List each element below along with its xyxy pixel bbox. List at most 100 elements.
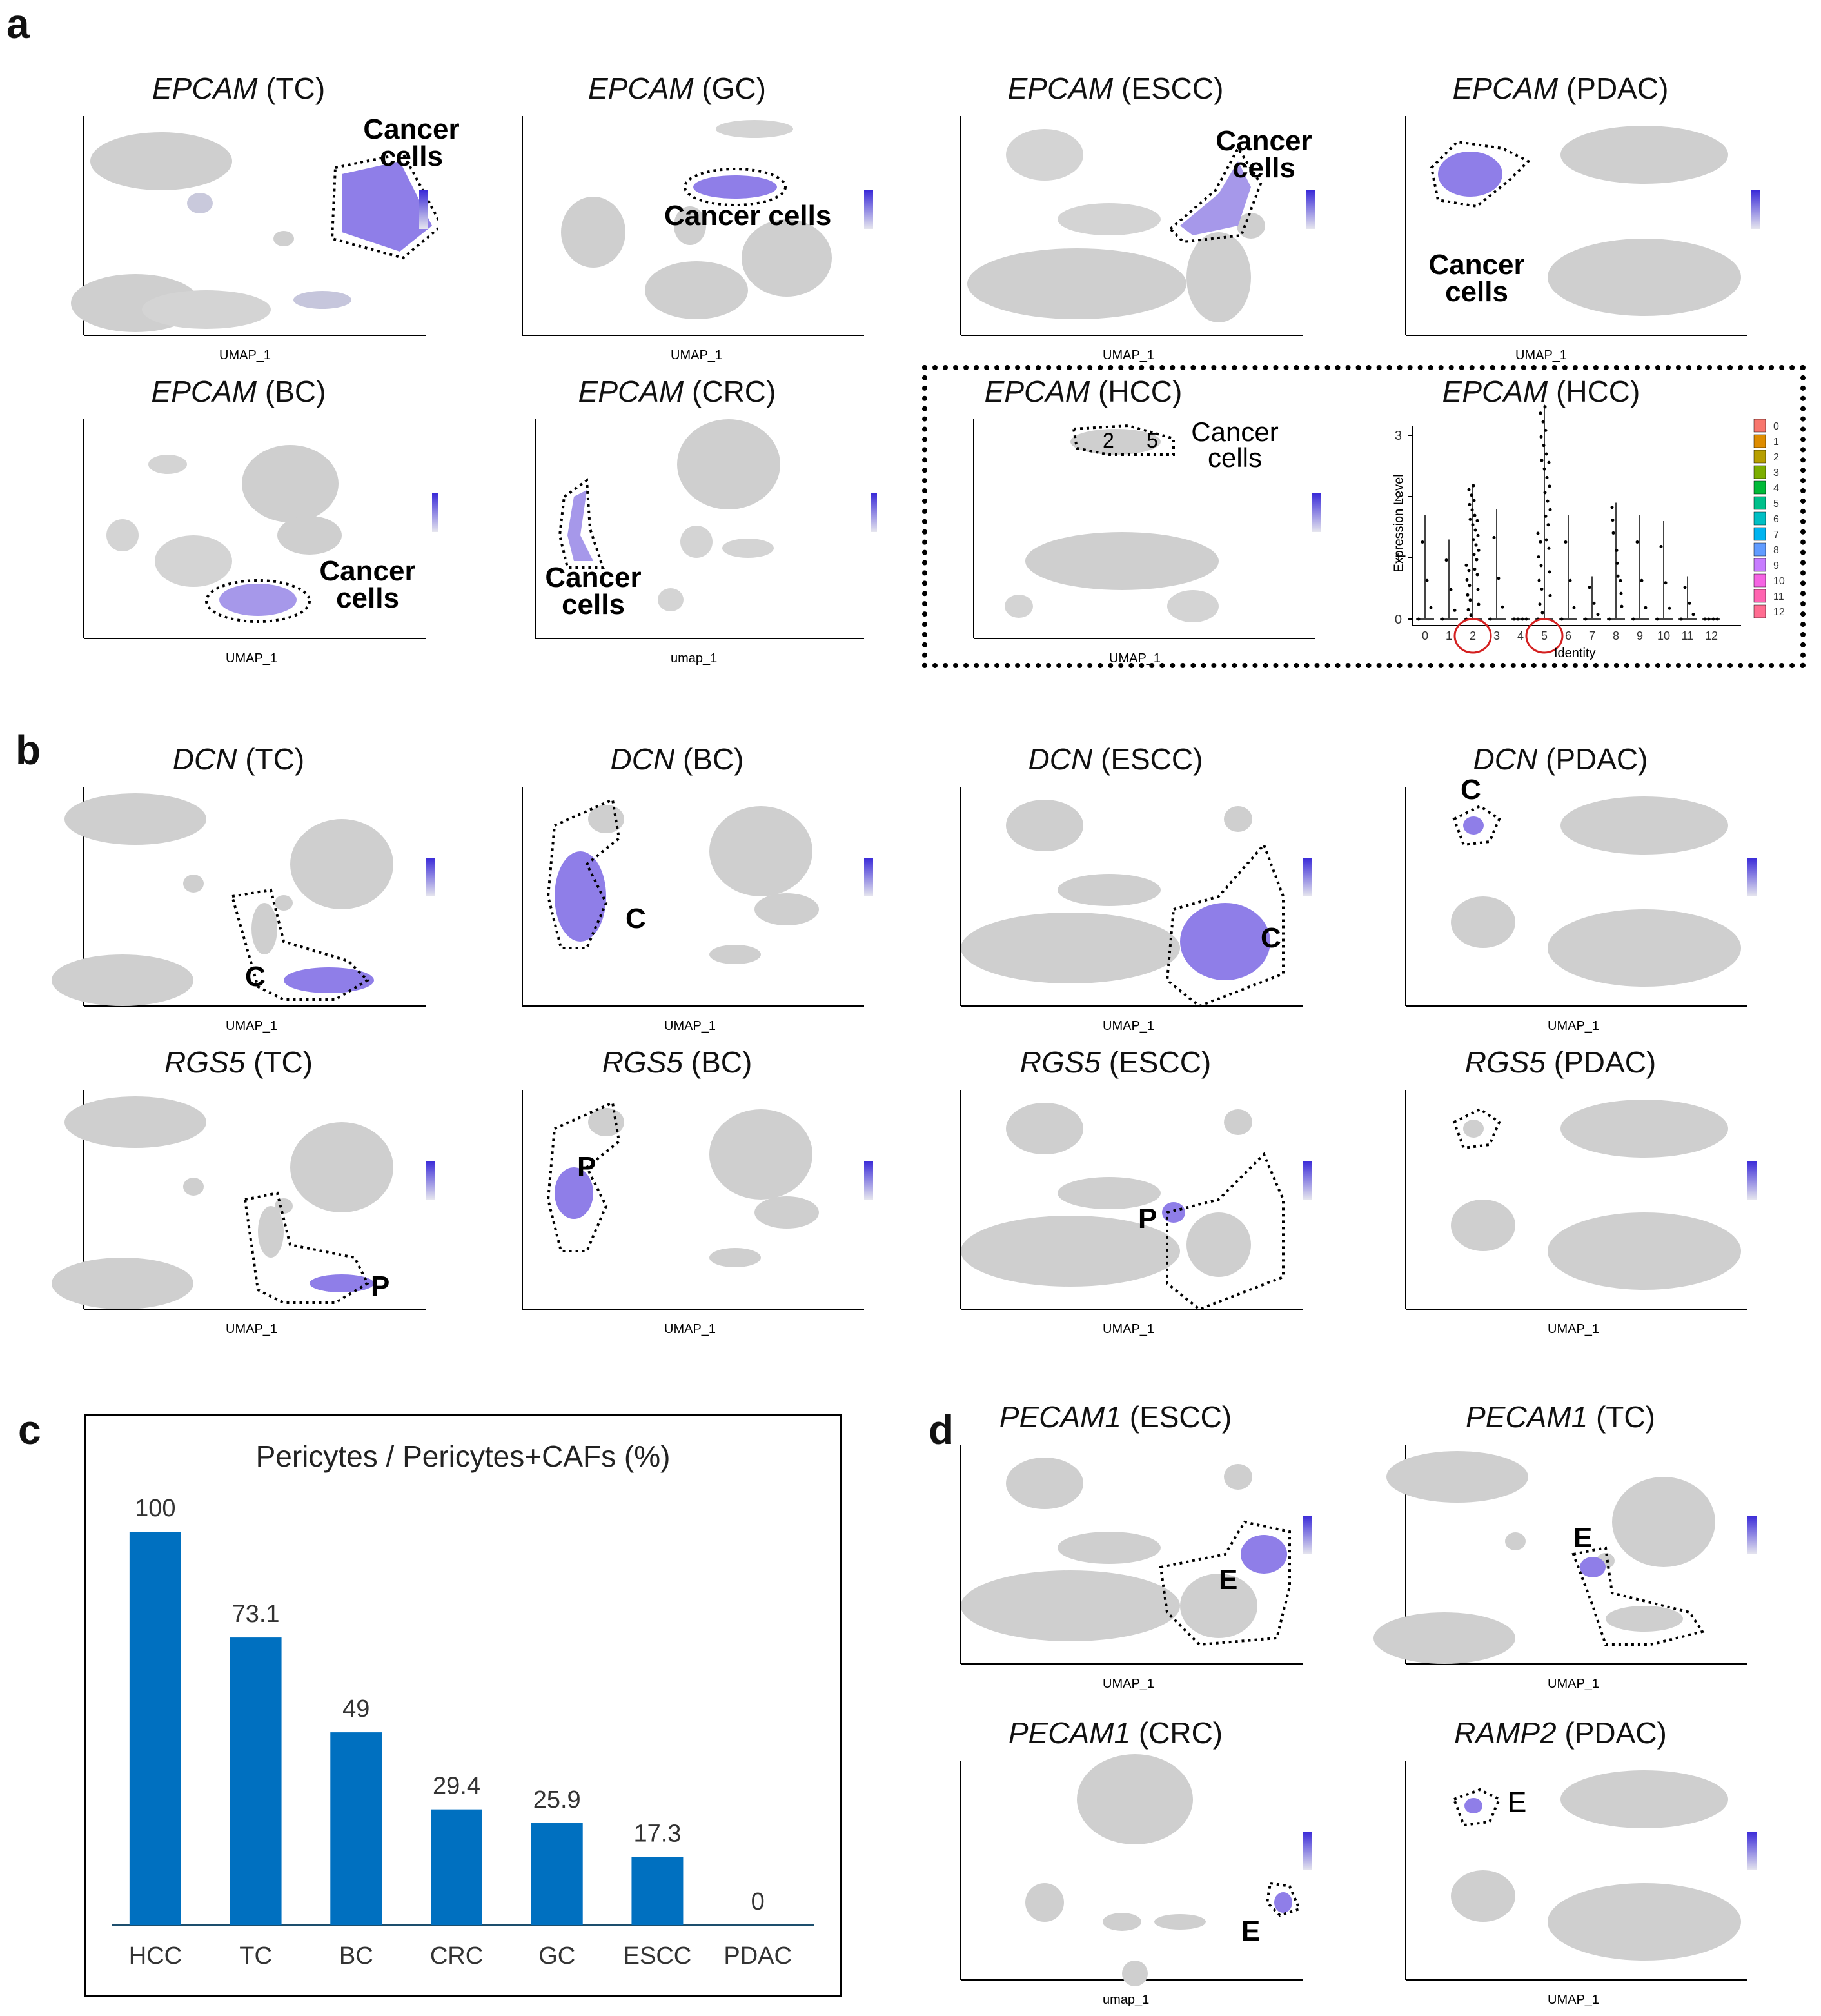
bar-gc (531, 1823, 583, 1925)
cluster-blob (187, 193, 213, 213)
expressing-cluster (1464, 1798, 1482, 1813)
cluster-blob (1451, 1870, 1515, 1922)
cluster-blob (1006, 800, 1083, 851)
legend-swatch (1753, 558, 1766, 572)
category-label: BC (339, 1942, 373, 1970)
violin-point (1464, 563, 1468, 567)
violin-point (1467, 569, 1471, 573)
cluster-blob (709, 945, 761, 964)
cancer-cluster (342, 161, 432, 252)
violin-point (1467, 488, 1471, 491)
color-scale (1303, 1161, 1312, 1200)
violin-point (1476, 533, 1480, 537)
legend-label: 5 (1773, 499, 1779, 509)
cancer-outline (330, 152, 438, 260)
x-axis-label: UMAP_1 (1515, 348, 1568, 362)
cluster-blob (183, 1178, 204, 1196)
violin-point (1560, 617, 1564, 621)
color-scale (426, 1161, 435, 1200)
violin-point (1608, 617, 1611, 621)
umap-epcam-hcc: EPCAM (HCC) 2 5 Cancer cells UMAP_1 (929, 368, 1354, 671)
cluster-blob (1154, 1914, 1206, 1930)
tumor-label: (HCC) (1098, 375, 1183, 408)
legend-swatch (1753, 573, 1766, 588)
umap-rgs5-bc: RGS5 (BC) P UMAP_1 (477, 1038, 877, 1341)
cluster-blob (677, 419, 780, 509)
bar-value-label: 49 (342, 1695, 369, 1723)
violin-xtick-label: 0 (1422, 629, 1428, 642)
cluster-blob (1505, 1532, 1526, 1550)
x-axis-label: UMAP_1 (226, 1019, 278, 1033)
violin-point (1468, 598, 1472, 602)
x-axis-label: UMAP_1 (219, 348, 271, 362)
violin-point (1476, 588, 1480, 591)
cluster-blob (1560, 1100, 1728, 1158)
bar-value-label: 100 (135, 1495, 175, 1522)
cancer-outline (1430, 140, 1531, 208)
violin-point (1547, 460, 1551, 464)
panel-label-d: d (929, 1407, 954, 1453)
umap-epcam-bc: EPCAM (BC) Cancer cells UMAP_1 (39, 368, 438, 671)
violin-point (1545, 476, 1549, 480)
cluster-blob (275, 1198, 293, 1214)
violin-point (1544, 514, 1548, 518)
violin-point (1544, 452, 1548, 456)
tumor-label: (CRC) (1130, 1716, 1223, 1750)
cluster-blob (64, 1096, 206, 1148)
bar-chart: 100 HCC 73.1 TC 49 BC 29.4 CRC 25.9 GC 17.3 ESCC 0 PD… (112, 1495, 814, 1970)
cell-type-label: E (1219, 1564, 1238, 1596)
cluster-outline (1159, 1520, 1291, 1646)
cluster-blob (1560, 126, 1728, 184)
cluster-blob (709, 1248, 761, 1267)
violin-point (1592, 601, 1596, 605)
bar-hcc (129, 1532, 181, 1925)
violin-point (1564, 540, 1568, 544)
violin-point (1466, 608, 1470, 611)
violin-xtick-label: 2 (1470, 629, 1476, 642)
x-axis-label: UMAP_1 (1548, 1993, 1600, 2007)
category-label: HCC (129, 1942, 182, 1970)
cancer-cells-label: Cancer (1216, 125, 1312, 157)
violin-point (1543, 491, 1547, 495)
cluster-blob (754, 1196, 819, 1229)
cluster-blob (1006, 1458, 1083, 1509)
violin-xlabel: Identity (1554, 646, 1596, 660)
cluster-blob (293, 291, 351, 309)
expressing-cluster (1463, 816, 1484, 835)
cluster-outline (1452, 1788, 1501, 1827)
violin-point (1572, 606, 1576, 609)
bar-value-label: 17.3 (633, 1820, 681, 1847)
category-label: CRC (430, 1942, 483, 1970)
violin-point (1417, 617, 1421, 621)
violin-point (1548, 570, 1551, 574)
expressing-cluster (1162, 1202, 1185, 1223)
cluster-blob (1025, 1883, 1064, 1922)
color-scale (1303, 1516, 1312, 1554)
violin-point (1524, 617, 1528, 621)
cluster-blob (645, 261, 748, 319)
legend-label: 4 (1773, 483, 1779, 494)
violin-point (1611, 531, 1615, 535)
x-axis-label: UMAP_1 (226, 651, 278, 666)
cancer-outline (684, 168, 787, 206)
cluster-blob (588, 1108, 624, 1136)
x-axis-label: UMAP_1 (664, 1322, 716, 1336)
cluster-blob (1025, 532, 1219, 590)
violin-point (1539, 540, 1542, 544)
violin-point (1691, 613, 1695, 617)
violin-point (1449, 588, 1453, 591)
cluster-blob (1606, 1606, 1683, 1632)
violin-xtick-label: 7 (1589, 629, 1595, 642)
gene-label: RGS5 (164, 1045, 246, 1079)
cluster-blob (1560, 796, 1728, 855)
umap-dcn-bc: DCN (BC) C UMAP_1 (477, 735, 877, 1038)
cluster-blob (1180, 1574, 1257, 1638)
violin-point (1620, 604, 1624, 608)
violin-ylabel: Expression Level (1392, 474, 1406, 573)
violin-point (1470, 493, 1473, 497)
umap-epcam-crc: EPCAM (CRC) Cancer cells umap_1 (477, 368, 877, 671)
cancer-cluster (1180, 161, 1251, 235)
gene-label: DCN (172, 742, 237, 776)
violin-point (1619, 578, 1622, 582)
cancer-cluster (1070, 429, 1161, 455)
